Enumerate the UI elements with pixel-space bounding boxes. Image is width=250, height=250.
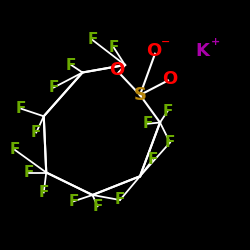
Text: K: K xyxy=(196,42,209,60)
Text: F: F xyxy=(48,80,59,95)
Text: +: + xyxy=(210,37,220,47)
Text: F: F xyxy=(142,116,153,131)
Text: O: O xyxy=(108,61,124,79)
Text: F: F xyxy=(165,135,175,150)
Text: F: F xyxy=(162,104,173,119)
Text: O: O xyxy=(162,70,178,88)
Text: O: O xyxy=(146,42,162,60)
Text: F: F xyxy=(115,192,125,208)
Text: F: F xyxy=(16,101,26,116)
Text: F: F xyxy=(66,58,76,72)
Text: F: F xyxy=(31,125,42,140)
Text: F: F xyxy=(92,199,103,214)
Text: F: F xyxy=(68,194,79,209)
Text: F: F xyxy=(147,152,158,168)
Text: F: F xyxy=(24,165,34,180)
Text: F: F xyxy=(38,185,49,200)
Text: S: S xyxy=(134,86,146,104)
Text: F: F xyxy=(87,32,98,48)
Text: −: − xyxy=(161,37,170,47)
Text: F: F xyxy=(108,40,119,55)
Text: F: F xyxy=(10,142,20,158)
